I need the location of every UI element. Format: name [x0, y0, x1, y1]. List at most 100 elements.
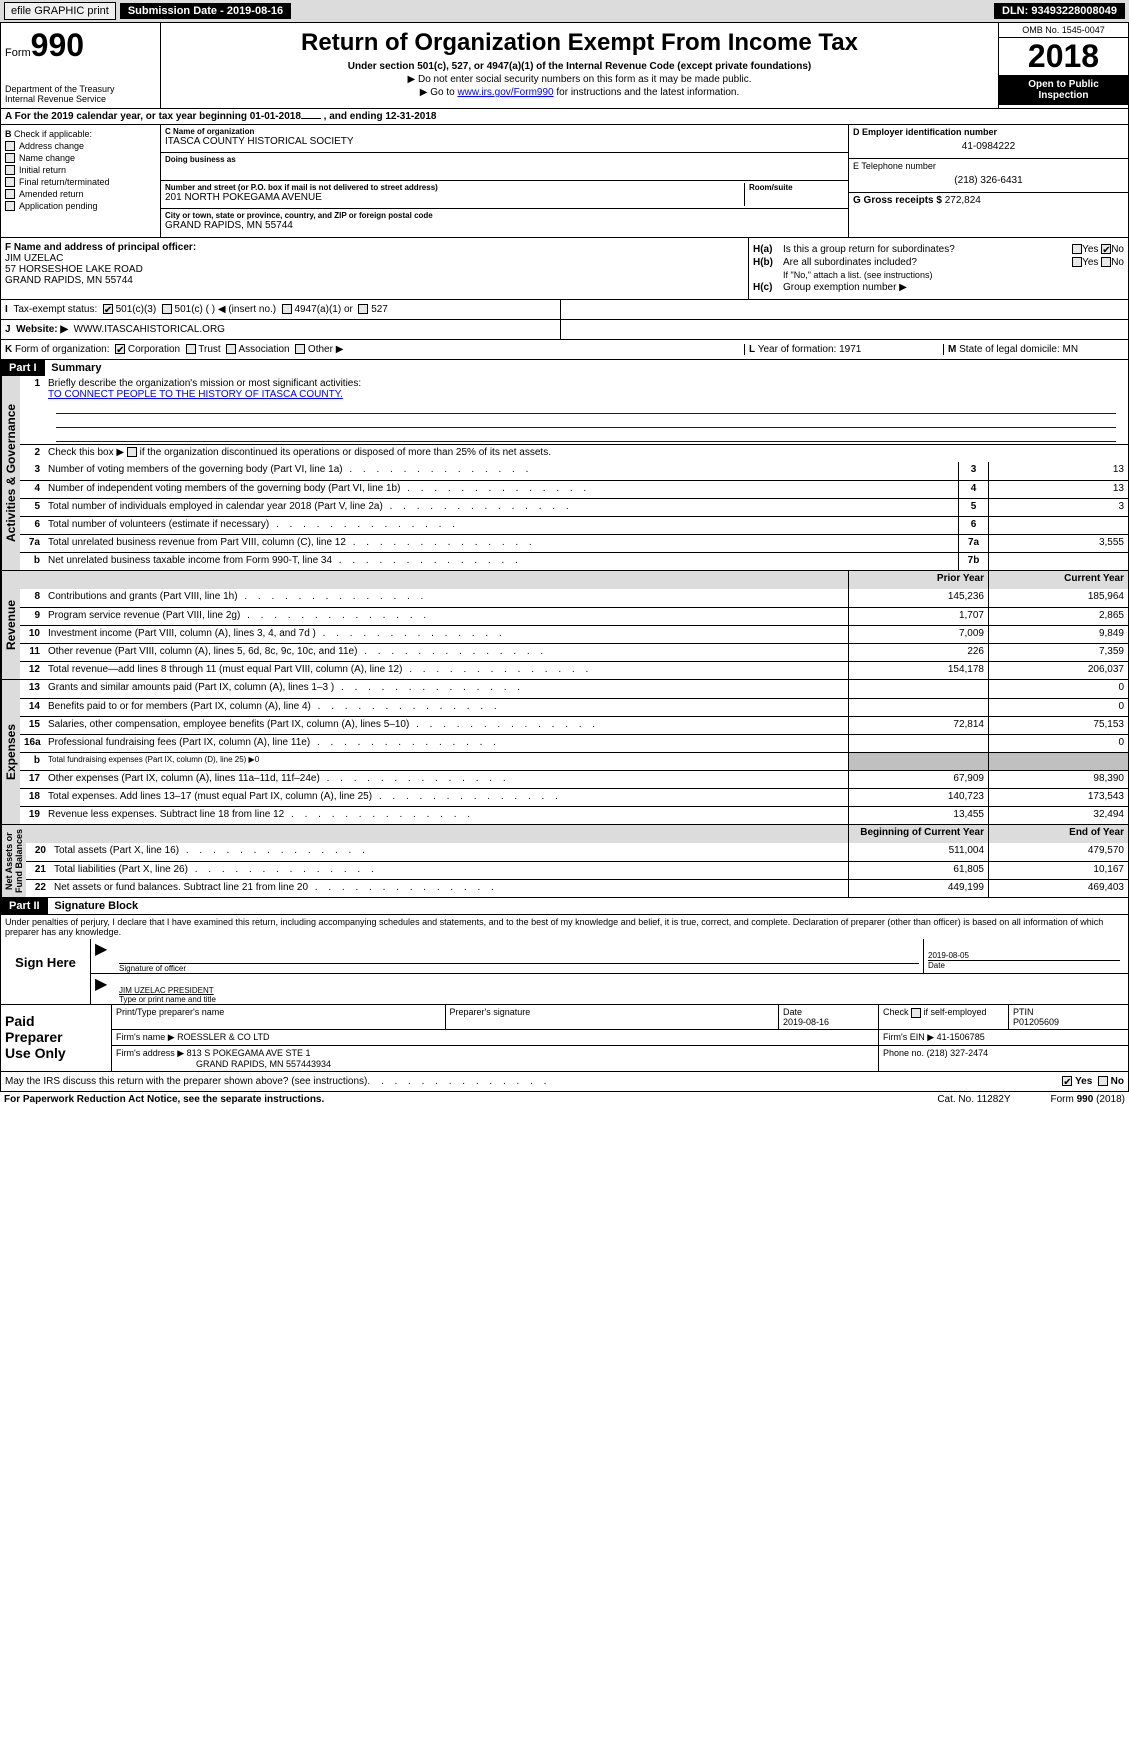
sign-here-label: Sign Here: [1, 939, 91, 1004]
hb-yes[interactable]: [1072, 257, 1082, 267]
b-opt-label: Initial return: [19, 165, 66, 175]
vert-governance: Activities & Governance: [1, 376, 20, 570]
dba-label: Doing business as: [165, 155, 844, 164]
row-i: I Tax-exempt status: 501(c)(3) 501(c) ( …: [0, 300, 1129, 320]
paid-preparer: Paid Preparer Use Only Print/Type prepar…: [0, 1005, 1129, 1072]
k-opt-check[interactable]: [115, 344, 125, 354]
501c3-check[interactable]: [103, 304, 113, 314]
domicile-state: MN: [1063, 344, 1079, 355]
section-b: B Check if applicable: Address changeNam…: [0, 125, 1129, 238]
prior-val: 154,178: [848, 662, 988, 679]
street: 201 NORTH POKEGAMA AVENUE: [165, 192, 744, 203]
b-opt-label: Application pending: [19, 201, 98, 211]
ptin: P01205609: [1013, 1017, 1059, 1027]
gov-val: 13: [988, 462, 1128, 480]
discuss-yes[interactable]: [1062, 1076, 1072, 1086]
curr-val: 9,849: [988, 626, 1128, 643]
hb-no[interactable]: [1101, 257, 1111, 267]
prior-val: 72,814: [848, 717, 988, 734]
curr-val: 2,865: [988, 608, 1128, 625]
form-header: Form990 Department of the Treasury Inter…: [0, 22, 1129, 109]
vert-revenue: Revenue: [1, 571, 20, 679]
curr-val: 206,037: [988, 662, 1128, 679]
mission-text: TO CONNECT PEOPLE TO THE HISTORY OF ITAS…: [48, 389, 343, 400]
row-klm: K Form of organization: Corporation Trus…: [0, 340, 1129, 360]
prior-val: [848, 680, 988, 698]
gov-val: 3,555: [988, 535, 1128, 552]
part1-header: Part I: [1, 360, 45, 376]
dln: DLN: 93493228008049: [994, 3, 1125, 19]
prior-val: 7,009: [848, 626, 988, 643]
website: WWW.ITASCAHISTORICAL.ORG: [74, 324, 225, 335]
b-opt-check[interactable]: [5, 153, 15, 163]
prior-val: 67,909: [848, 771, 988, 788]
prior-val: 13,455: [848, 807, 988, 824]
phone: (218) 326-6431: [853, 175, 1124, 186]
tax-year: 2018: [999, 38, 1128, 75]
vert-expenses: Expenses: [1, 680, 20, 824]
k-opt-check[interactable]: [226, 344, 236, 354]
beg-val: 511,004: [848, 843, 988, 861]
curr-val: 0: [988, 735, 1128, 752]
ein: 41-0984222: [853, 141, 1124, 152]
part2: Part II Signature Block: [0, 898, 1129, 915]
b-opt-check[interactable]: [5, 177, 15, 187]
curr-val: 98,390: [988, 771, 1128, 788]
form-prefix: Form: [5, 47, 31, 59]
self-employed-check[interactable]: [911, 1008, 921, 1018]
subtitle: Under section 501(c), 527, or 4947(a)(1)…: [167, 61, 992, 72]
k-opt-check[interactable]: [295, 344, 305, 354]
b-opt-label: Name change: [19, 153, 75, 163]
note-link: ▶ Go to www.irs.gov/Form990 for instruct…: [167, 87, 992, 98]
form-number: 990: [31, 27, 84, 63]
beg-val: 61,805: [848, 862, 988, 879]
city: GRAND RAPIDS, MN 55744: [165, 220, 844, 231]
gov-val: 3: [988, 499, 1128, 516]
org-name: ITASCA COUNTY HISTORICAL SOCIETY: [165, 136, 844, 147]
b-opt-label: Final return/terminated: [19, 177, 110, 187]
b-opt-check[interactable]: [5, 141, 15, 151]
omb-number: OMB No. 1545-0047: [999, 23, 1128, 38]
form-title: Return of Organization Exempt From Incom…: [167, 29, 992, 57]
b-opt-check[interactable]: [5, 201, 15, 211]
gov-val: [988, 517, 1128, 534]
prior-val: 145,236: [848, 589, 988, 607]
efile-btn[interactable]: efile GRAPHIC print: [4, 2, 116, 20]
c-label: C Name of organization: [165, 127, 844, 136]
note-ssn: ▶ Do not enter social security numbers o…: [167, 74, 992, 85]
prior-val: 226: [848, 644, 988, 661]
officer-name: JIM UZELAC: [5, 253, 63, 264]
irs-link[interactable]: www.irs.gov/Form990: [457, 87, 553, 98]
b-opt-label: Address change: [19, 141, 84, 151]
gross-receipts: 272,824: [945, 195, 981, 206]
open-public: Open to Public Inspection: [999, 75, 1128, 105]
footer: For Paperwork Reduction Act Notice, see …: [0, 1092, 1129, 1107]
submission-date: Submission Date - 2019-08-16: [120, 3, 291, 19]
curr-val: 0: [988, 680, 1128, 698]
prior-val: 140,723: [848, 789, 988, 806]
gov-val: 13: [988, 481, 1128, 498]
b-opt-check[interactable]: [5, 189, 15, 199]
discuss-no[interactable]: [1098, 1076, 1108, 1086]
prep-date: 2019-08-16: [783, 1017, 829, 1027]
prior-val: 1,707: [848, 608, 988, 625]
k-opt-check[interactable]: [186, 344, 196, 354]
part2-header: Part II: [1, 898, 48, 914]
vert-netassets: Net Assets or Fund Balances: [1, 825, 26, 897]
row-j: J Website: ▶ WWW.ITASCAHISTORICAL.ORG: [0, 320, 1129, 340]
curr-val: 75,153: [988, 717, 1128, 734]
curr-val: 0: [988, 699, 1128, 716]
cat-no: Cat. No. 11282Y: [937, 1094, 1010, 1105]
prior-val: [848, 699, 988, 716]
line2-check[interactable]: [127, 447, 137, 457]
ha-yes[interactable]: [1072, 244, 1082, 254]
curr-val: 173,543: [988, 789, 1128, 806]
dept-treasury: Department of the Treasury Internal Reve…: [5, 84, 156, 104]
part1: Part I Summary Activities & Governance 1…: [0, 360, 1129, 898]
ha-no[interactable]: [1101, 244, 1111, 254]
signature-block: Under penalties of perjury, I declare th…: [0, 915, 1129, 1005]
curr-val: 7,359: [988, 644, 1128, 661]
firm-ein: 41-1506785: [937, 1032, 985, 1042]
curr-val: 32,494: [988, 807, 1128, 824]
b-opt-check[interactable]: [5, 165, 15, 175]
